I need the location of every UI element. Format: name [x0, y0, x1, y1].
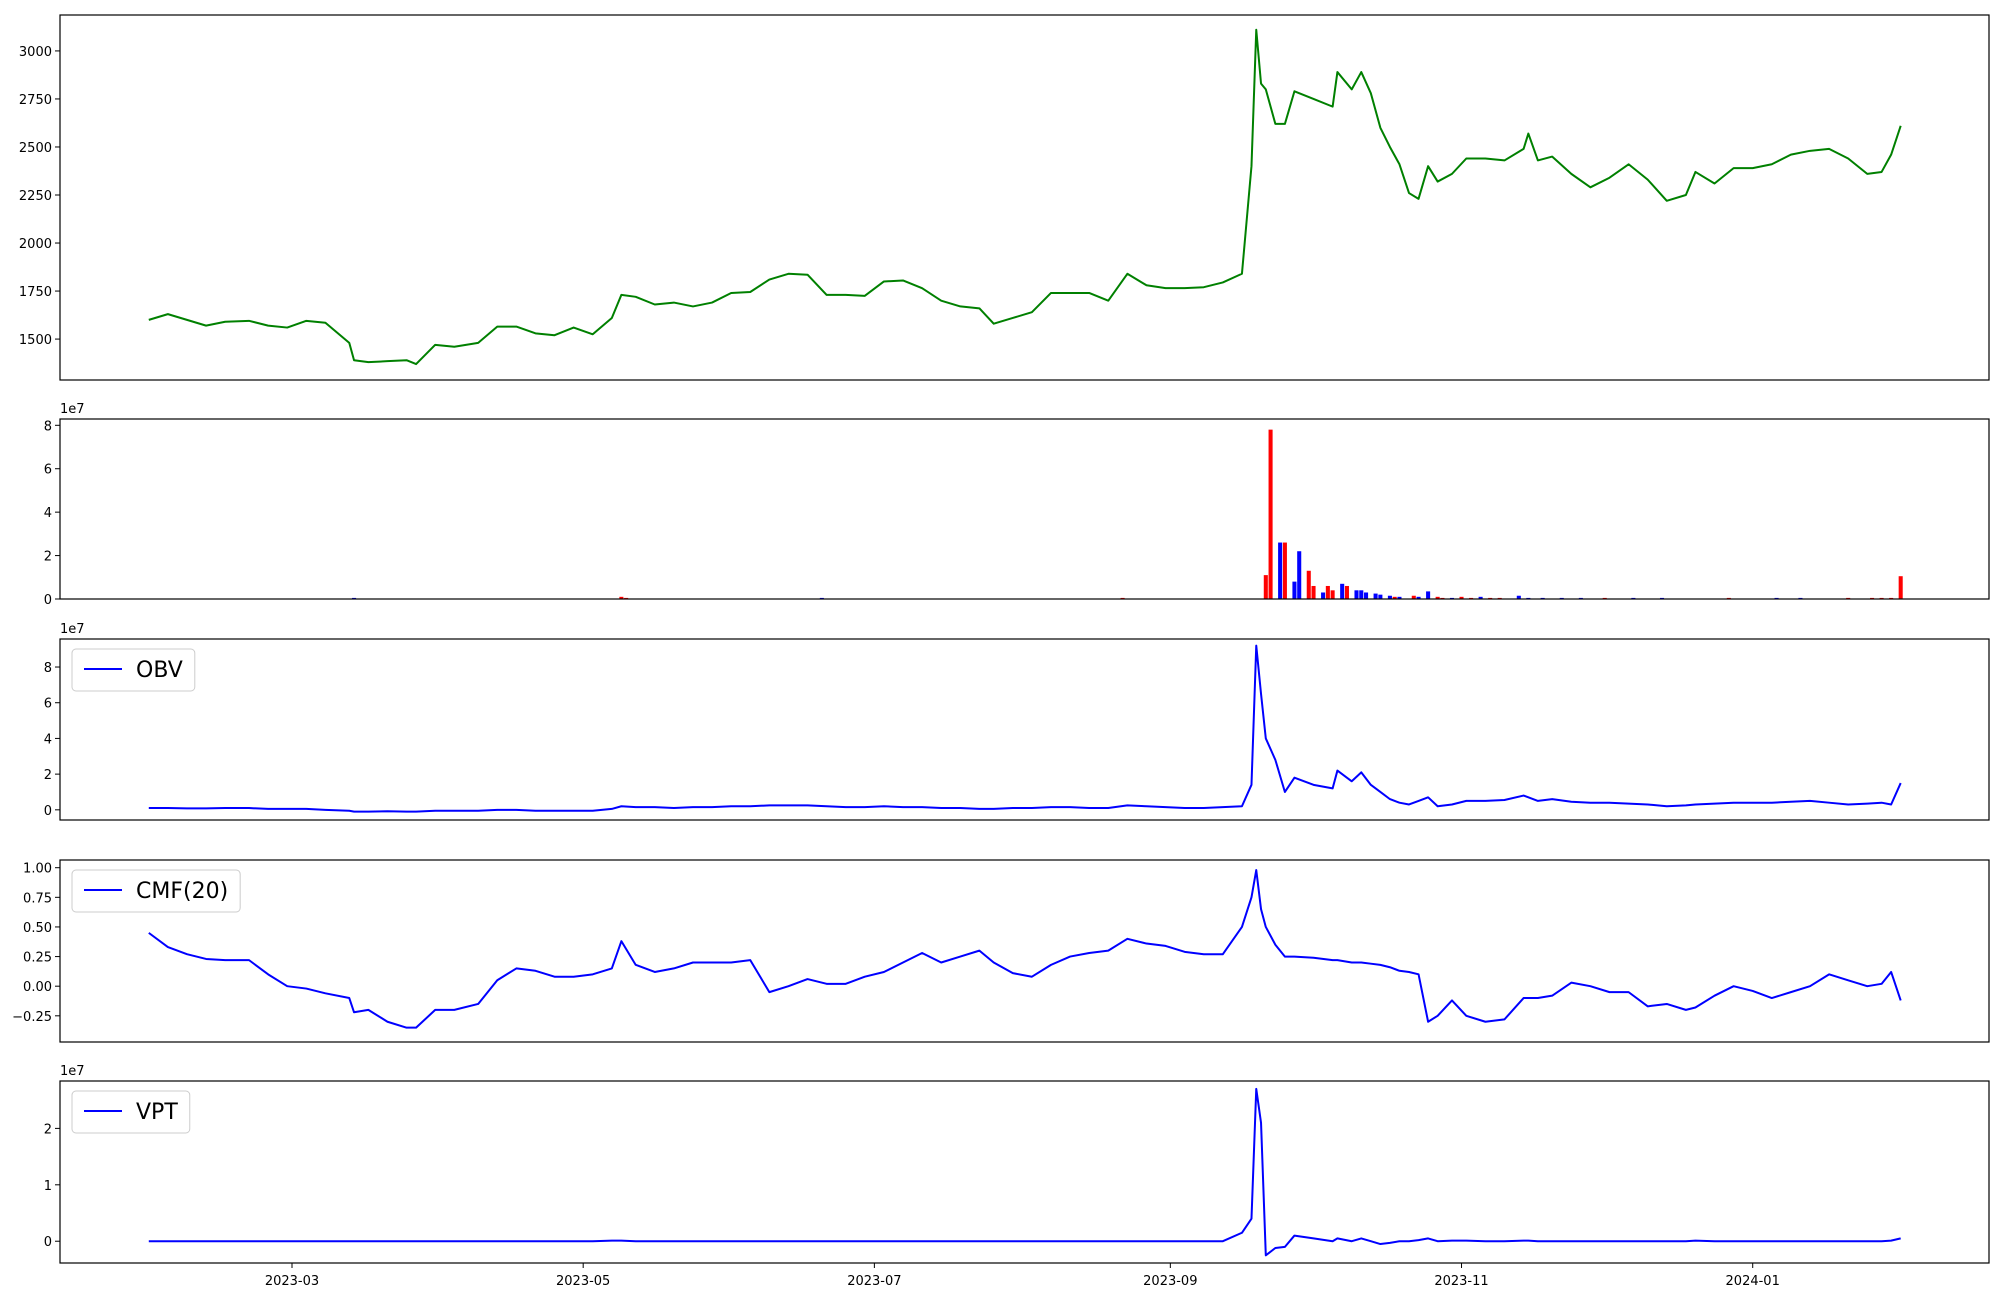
y-tick-label: 2750 [19, 93, 52, 108]
axis-offset-label: 1e7 [60, 1064, 85, 1079]
legend: CMF(20) [71, 869, 241, 913]
y-tick-label: 0 [44, 804, 52, 819]
panel: 0 2 4 6 8 1e7 [44, 402, 1990, 608]
y-tick-label: 0.00 [23, 980, 52, 995]
plot-frame [59, 1080, 1990, 1264]
y-tick-label: 0 [44, 1235, 52, 1250]
y-tick-label: 2500 [19, 141, 52, 156]
y-tick-label: 1 [44, 1179, 52, 1194]
x-tick-label: 2023-09 [1143, 1274, 1197, 1289]
volume-bar [1354, 590, 1359, 599]
y-tick-label: 1750 [19, 285, 52, 300]
y-tick-label: 8 [44, 419, 52, 434]
volume-bar [1459, 596, 1464, 599]
y-tick-label: 2 [44, 768, 52, 783]
volume-bar [1330, 590, 1335, 599]
volume-bar [1268, 429, 1273, 599]
volume-bar [1387, 595, 1392, 599]
volume-bar [1282, 542, 1287, 599]
legend-box [71, 648, 196, 692]
legend-label: OBV [136, 658, 183, 683]
series-line [148, 28, 1902, 366]
y-tick-label: 4 [44, 732, 52, 747]
volume-bar [1278, 542, 1283, 599]
volume-bar [1392, 596, 1397, 599]
volume-bar [1364, 592, 1369, 599]
legend-box [71, 869, 241, 913]
volume-bar [1397, 596, 1402, 599]
legend-box [71, 1090, 191, 1134]
volume-bar [1416, 596, 1421, 599]
y-tick-label: 1500 [19, 333, 52, 348]
volume-bar [1411, 595, 1416, 599]
volume-bar [1306, 570, 1311, 599]
y-tick-label: 0.25 [23, 951, 52, 966]
axis-offset-label: 1e7 [60, 622, 85, 637]
y-tick-label: 3000 [19, 45, 52, 60]
x-tick-label: 2023-05 [556, 1274, 610, 1289]
volume-bar [1378, 594, 1383, 599]
volume-bar [1373, 593, 1378, 599]
y-tick-label: 2000 [19, 237, 52, 252]
y-tick-label: 2 [44, 1122, 52, 1137]
panel: −0.25 0.00 0.25 0.50 0.75 1.00 CMF(20) [12, 859, 1990, 1043]
volume-bar [1311, 585, 1316, 599]
volume-bar [1321, 592, 1326, 599]
panel: 0 2 4 6 8 1e7 OBV [44, 622, 1990, 821]
volume-bar [1344, 585, 1349, 599]
y-tick-label: −0.25 [12, 1010, 52, 1025]
x-tick-label: 2023-11 [1434, 1274, 1488, 1289]
volume-bar [1359, 590, 1364, 599]
volume-bar [1478, 596, 1483, 599]
y-tick-label: 0 [44, 593, 52, 608]
y-tick-label: 8 [44, 661, 52, 676]
plot-frame [59, 14, 1990, 381]
volume-bar [1426, 591, 1431, 599]
volume-bar [1292, 581, 1297, 599]
series-line [148, 1087, 1901, 1257]
volume-bar [619, 596, 624, 599]
volume-bar [1263, 575, 1268, 599]
x-tick-label: 2023-03 [265, 1274, 319, 1289]
y-tick-label: 6 [44, 697, 52, 712]
y-tick-label: 0.50 [23, 921, 52, 936]
panel: 0 1 2 2023-03 2023-05 2023-07 2023-09 2023-11 20… [44, 1064, 1990, 1289]
y-tick-label: 0.75 [23, 891, 52, 906]
y-tick-label: 2250 [19, 189, 52, 204]
x-tick-label: 2023-07 [847, 1274, 901, 1289]
volume-bar [1516, 595, 1521, 599]
volume-bar [1435, 596, 1440, 599]
volume-bar [1340, 583, 1345, 599]
y-tick-label: 4 [44, 506, 52, 521]
y-tick-label: 2 [44, 550, 52, 565]
panel: 1500 1750 2000 2250 2500 2750 3000 [19, 14, 1990, 381]
axis-offset-label: 1e7 [60, 402, 85, 417]
plot-frame [59, 638, 1990, 821]
volume-bar [1898, 576, 1903, 599]
y-tick-label: 6 [44, 463, 52, 478]
legend-label: CMF(20) [136, 879, 228, 904]
volume-bar [1297, 551, 1302, 599]
legend-label: VPT [136, 1100, 178, 1125]
legend: OBV [71, 648, 196, 692]
y-tick-label: 1.00 [23, 862, 52, 877]
series-line [148, 644, 1902, 813]
legend: VPT [71, 1090, 191, 1134]
plot-frame [59, 859, 1990, 1043]
plot-frame [59, 418, 1990, 600]
volume-bar [1325, 585, 1330, 599]
x-tick-label: 2024-01 [1726, 1274, 1780, 1289]
series-line [148, 869, 1902, 1029]
